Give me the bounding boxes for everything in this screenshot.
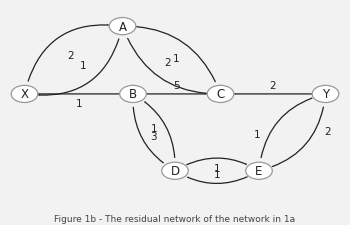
FancyArrowPatch shape bbox=[133, 108, 163, 163]
FancyArrowPatch shape bbox=[273, 108, 323, 167]
Circle shape bbox=[246, 162, 272, 180]
Text: 2: 2 bbox=[68, 51, 74, 61]
Text: 1: 1 bbox=[151, 124, 158, 134]
Text: 2: 2 bbox=[270, 81, 276, 90]
Circle shape bbox=[120, 86, 146, 103]
FancyArrowPatch shape bbox=[188, 177, 247, 184]
Text: X: X bbox=[21, 88, 28, 101]
Text: 2: 2 bbox=[164, 58, 170, 68]
Circle shape bbox=[162, 162, 188, 180]
FancyArrowPatch shape bbox=[128, 39, 206, 94]
Text: 1: 1 bbox=[214, 163, 220, 173]
Text: 1: 1 bbox=[254, 129, 261, 139]
FancyArrowPatch shape bbox=[145, 103, 175, 158]
FancyArrowPatch shape bbox=[187, 158, 246, 165]
Text: 5: 5 bbox=[174, 81, 180, 90]
Text: Figure 1b - The residual network of the network in 1a: Figure 1b - The residual network of the … bbox=[55, 214, 295, 223]
FancyArrowPatch shape bbox=[137, 28, 215, 82]
Text: A: A bbox=[119, 20, 126, 34]
Circle shape bbox=[109, 18, 136, 36]
FancyArrowPatch shape bbox=[261, 99, 312, 158]
Text: 1: 1 bbox=[214, 169, 220, 179]
Text: D: D bbox=[170, 164, 180, 178]
Text: 2: 2 bbox=[324, 126, 330, 136]
Circle shape bbox=[312, 86, 339, 103]
Circle shape bbox=[207, 86, 234, 103]
Circle shape bbox=[11, 86, 38, 103]
FancyArrowPatch shape bbox=[28, 26, 108, 82]
Text: 1: 1 bbox=[80, 61, 86, 71]
Text: Y: Y bbox=[322, 88, 329, 101]
Text: 3: 3 bbox=[150, 132, 157, 142]
FancyArrowPatch shape bbox=[39, 40, 119, 96]
Text: 1: 1 bbox=[173, 54, 179, 64]
Text: E: E bbox=[255, 164, 263, 178]
Text: B: B bbox=[129, 88, 137, 101]
Text: 1: 1 bbox=[76, 99, 82, 108]
Text: C: C bbox=[216, 88, 225, 101]
